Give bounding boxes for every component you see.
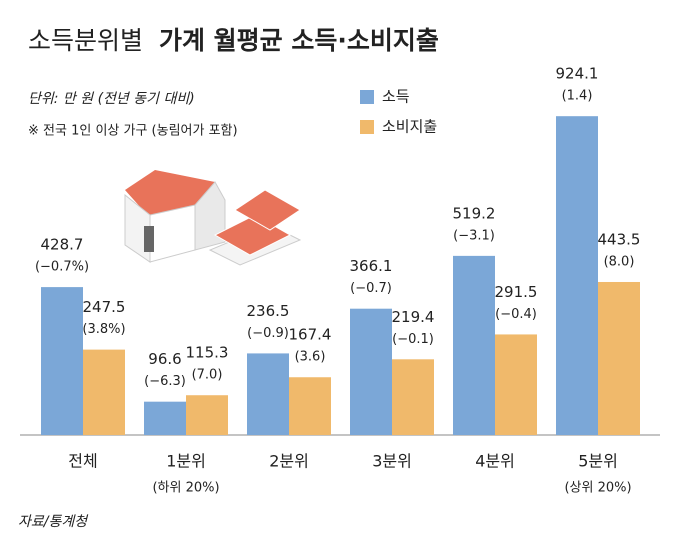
bar [186,395,228,435]
title-light: 소득분위별 [28,26,143,55]
change-label: (−0.7) [350,281,392,296]
subtitle: 단위: 만 원 (전년 동기 대비) [28,91,195,107]
bar [247,353,289,435]
value-label: 247.5 [83,298,126,316]
value-label: 519.2 [453,204,496,222]
bar [289,377,331,435]
bar [41,287,83,435]
change-label: (8.0) [604,254,635,269]
source: 자료/통계청 [18,514,89,530]
note: ※ 전국 1인 이상 가구 (농림어가 포함) [28,124,238,139]
change-label: (7.0) [192,368,223,383]
value-label: 219.4 [392,308,435,326]
change-label: (−0.7%) [35,260,89,275]
change-label: (−0.9) [247,326,289,341]
bar [144,401,186,435]
value-label: 443.5 [598,230,641,248]
value-label: 236.5 [247,302,290,320]
x-tick-note: (하위 20%) [152,481,219,496]
x-tick-note: (상위 20%) [564,481,631,496]
change-label: (−6.3) [144,374,186,389]
legend-swatch [360,120,374,134]
bar [392,359,434,435]
legend-label: 소득 [382,88,410,106]
house-icon [124,170,302,266]
bar [350,308,392,435]
bar [83,349,125,435]
legend-swatch [360,90,374,104]
legend-label: 소비지출 [382,118,437,136]
value-label: 167.4 [289,326,332,344]
change-label: (3.6) [295,350,326,365]
bar [598,281,640,435]
x-tick-label: 전체 [68,452,97,471]
change-label: (−0.1) [392,332,434,347]
chart-title: 소득분위별 가계 월평균 소득·소비지출 [28,26,439,55]
change-label: (−3.1) [453,228,495,243]
value-label: 366.1 [350,257,393,275]
bar [495,334,537,435]
change-label: (−0.4) [495,307,537,322]
value-label: 924.1 [556,65,599,83]
change-label: (1.4) [562,89,593,104]
value-label: 96.6 [148,350,181,368]
change-label: (3.8%) [82,322,125,337]
x-tick-label: 2분위 [269,452,309,471]
x-tick-label: 1분위 [166,452,206,471]
value-label: 115.3 [186,344,229,362]
value-label: 291.5 [495,283,538,301]
title-bold: 가계 월평균 소득·소비지출 [159,26,439,55]
x-tick-label: 5분위 [578,452,618,471]
x-tick-label: 3분위 [372,452,412,471]
value-label: 428.7 [41,236,84,254]
x-tick-label: 4분위 [475,452,515,471]
bar [453,255,495,435]
bar [556,116,598,436]
